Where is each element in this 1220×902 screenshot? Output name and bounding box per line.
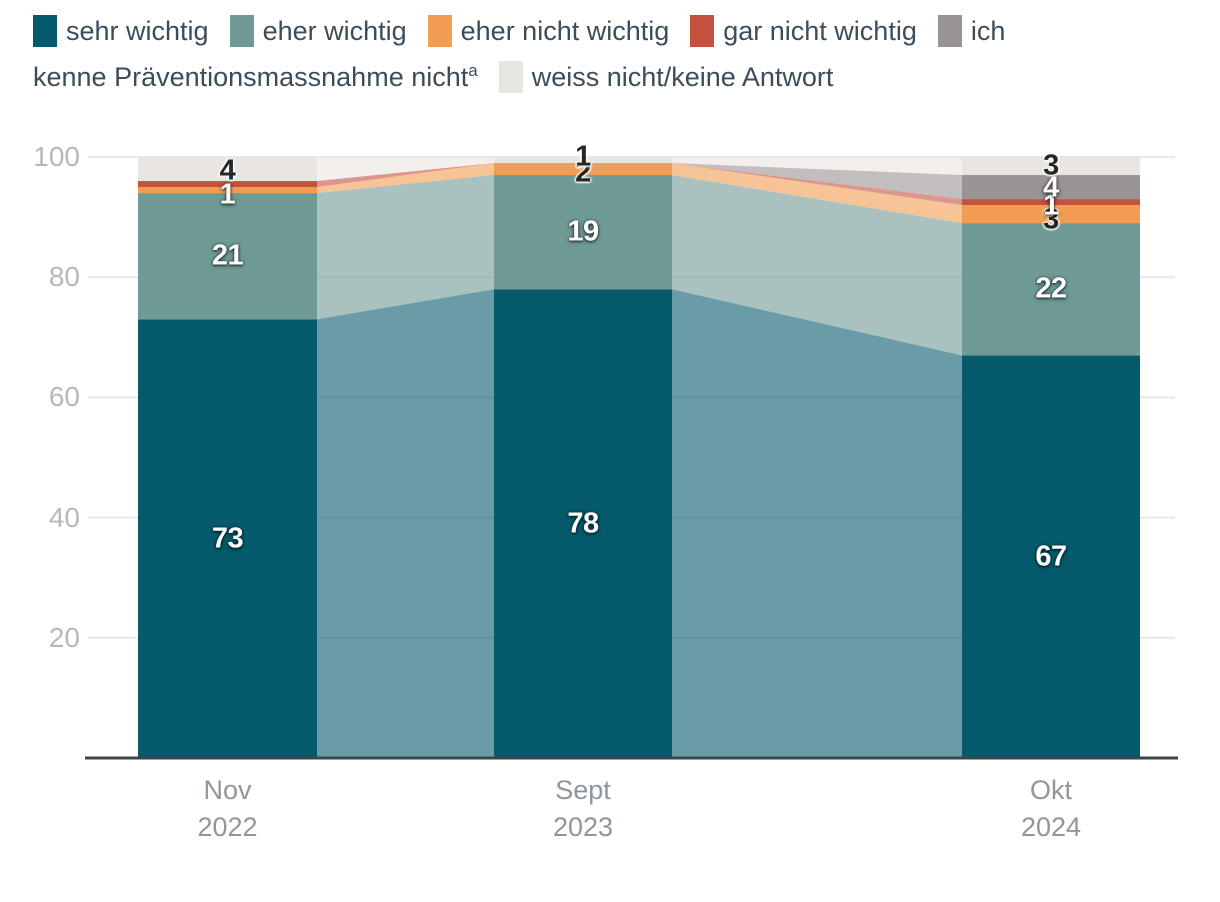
- bar-segment: [494, 157, 672, 164]
- legend-label: eher nicht wichtig: [460, 16, 670, 46]
- x-tick-label-line: 2023: [552, 812, 614, 842]
- value-label: 4: [1043, 171, 1059, 204]
- area-band: [672, 157, 962, 176]
- value-label: 67: [1035, 540, 1067, 573]
- y-tick-label: 20: [48, 621, 80, 653]
- area-band: [317, 157, 494, 182]
- value-label: 19: [567, 215, 599, 248]
- legend-label: gar nicht wichtig: [723, 16, 917, 46]
- legend-swatch: [33, 15, 57, 47]
- legend-label: ich: [970, 16, 1006, 46]
- value-label: 3: [1043, 203, 1059, 235]
- value-label: 3: [1043, 149, 1059, 182]
- legend-label: kenne Präventionsmassnahme nichta: [33, 61, 478, 92]
- legend-item: sehr wichtig: [33, 15, 209, 47]
- legend-label: eher wichtig: [262, 16, 407, 46]
- area-band: [672, 163, 962, 200]
- legend-label: sehr wichtig: [66, 16, 209, 46]
- y-tick-label: 100: [33, 141, 80, 172]
- bar-segment: [138, 181, 317, 188]
- legend-swatch: [427, 15, 452, 47]
- x-tick-label: Okt 2024: [951, 772, 1151, 846]
- legend-swatch: [229, 15, 254, 47]
- value-label: 73: [211, 522, 244, 555]
- legend-row-2: kenne Präventionsmassnahme nichta weiss n…: [33, 58, 1193, 96]
- bar-segment: [138, 157, 317, 182]
- bar-segment: [962, 175, 1140, 200]
- y-tick-label: 40: [48, 501, 80, 533]
- value-label: 4: [219, 154, 236, 187]
- area-band: [672, 163, 962, 206]
- area-band: [317, 163, 494, 188]
- x-tick-label: Sept 2023: [483, 772, 683, 846]
- bar-segment: [138, 187, 317, 194]
- legend-swatch: [937, 15, 962, 47]
- value-label: 1: [1043, 189, 1059, 222]
- bar-segment: [494, 163, 672, 176]
- legend-label: weiss nicht/keine Antwort: [531, 62, 834, 92]
- area-band: [672, 289, 962, 758]
- x-tick-label-line: Nov: [203, 775, 252, 805]
- x-tick-label-line: 2022: [197, 812, 258, 842]
- bar-segment: [494, 289, 672, 758]
- value-label: 2: [575, 156, 591, 189]
- value-label: 1: [575, 140, 591, 173]
- legend-item: ich: [937, 15, 1006, 47]
- legend-item: kenne Präventionsmassnahme nichta: [33, 61, 478, 93]
- legend-item: gar nicht wichtig: [690, 15, 917, 47]
- bar-segment: [138, 319, 317, 758]
- legend-item: eher nicht wichtig: [427, 15, 670, 47]
- legend-item: eher wichtig: [229, 15, 407, 47]
- bar-segment: [962, 157, 1140, 176]
- legend-swatch: [498, 61, 523, 93]
- legend-footnote-marker: a: [468, 61, 478, 80]
- value-label: 1: [219, 178, 236, 211]
- x-tick-label: Nov 2022: [128, 772, 328, 846]
- area-band: [317, 163, 494, 194]
- bar-segment: [962, 205, 1140, 224]
- y-tick-label: 60: [48, 381, 80, 413]
- legend-item: weiss nicht/keine Antwort: [498, 61, 834, 93]
- bar-segment: [494, 175, 672, 290]
- x-tick-label-line: Okt: [1029, 775, 1072, 805]
- area-band: [317, 289, 494, 758]
- legend-swatch: [690, 15, 715, 47]
- bar-segment: [962, 223, 1140, 356]
- area-band: [317, 175, 494, 320]
- area-band: [672, 163, 962, 224]
- bar-segment: [962, 199, 1140, 206]
- y-tick-label: 80: [48, 261, 80, 293]
- legend-row-1: sehr wichtig eher wichtig eher nicht wicht…: [33, 12, 1193, 50]
- bar-segment: [962, 355, 1140, 758]
- value-label: 78: [567, 507, 599, 540]
- legend: sehr wichtig eher wichtig eher nicht wicht…: [33, 12, 1193, 104]
- bar-segment: [138, 193, 317, 320]
- value-label: 21: [211, 239, 244, 272]
- x-tick-label-line: Sept: [555, 775, 611, 805]
- area-band: [672, 175, 962, 356]
- value-label: 22: [1035, 272, 1067, 305]
- x-tick-label-line: 2024: [1020, 812, 1082, 842]
